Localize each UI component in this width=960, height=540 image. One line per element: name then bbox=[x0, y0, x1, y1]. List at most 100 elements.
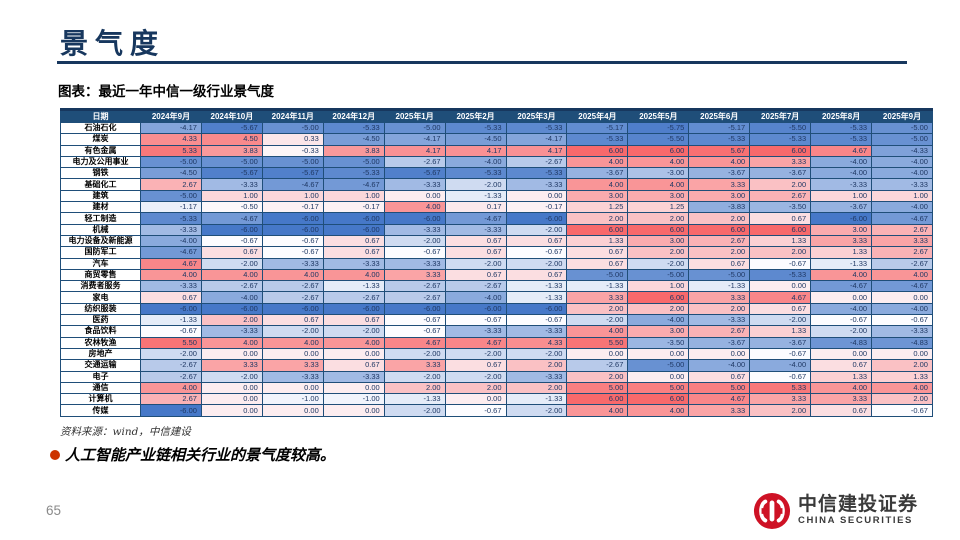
heatmap-cell: -4.50 bbox=[444, 133, 507, 146]
heatmap-cell: -4.83 bbox=[810, 336, 873, 349]
heatmap-cell: 6.00 bbox=[627, 144, 690, 157]
industry-label: 电力设备及新能源 bbox=[60, 234, 141, 248]
heatmap-cell: 4.17 bbox=[383, 144, 446, 157]
heatmap-cell: -2.00 bbox=[200, 257, 263, 270]
heatmap-cell: 1.00 bbox=[810, 189, 873, 203]
heatmap-cell: -3.33 bbox=[505, 178, 568, 191]
heatmap-cell: -0.67 bbox=[749, 370, 812, 383]
heatmap-cell: -2.00 bbox=[200, 370, 263, 383]
heatmap-cell: -0.67 bbox=[871, 314, 933, 327]
heatmap-cell: 2.00 bbox=[688, 302, 751, 316]
heatmap-cell: 4.00 bbox=[566, 325, 629, 338]
heatmap-cell: 0.00 bbox=[322, 404, 385, 417]
heatmap-cell: -0.67 bbox=[261, 246, 324, 259]
heatmap-cell: -0.67 bbox=[444, 314, 507, 327]
key-takeaway: 人工智能产业链相关行业的景气度较高。 bbox=[50, 444, 335, 465]
month-header: 2025年9月 bbox=[871, 109, 933, 123]
heatmap-cell: -5.33 bbox=[749, 268, 812, 282]
heatmap-cell: 0.67 bbox=[505, 234, 568, 248]
heatmap-cell: 0.00 bbox=[261, 404, 324, 417]
table-header-row: 日期 2024年9月 2024年10月 2024年11月 2024年12月 2025年1月… bbox=[60, 109, 933, 123]
heatmap-cell: -3.67 bbox=[810, 201, 873, 214]
heatmap-cell: 0.00 bbox=[322, 347, 385, 361]
table-row: 消费者服务 -3.33 -2.67 -2.67 -1.33 -2.67 -2.67 -1.33… bbox=[60, 280, 933, 293]
heatmap-cell: -3.67 bbox=[566, 167, 629, 180]
heatmap-cell: -2.00 bbox=[444, 178, 507, 191]
heatmap-cell: 3.33 bbox=[810, 234, 873, 248]
month-header: 2024年10月 bbox=[200, 109, 263, 123]
heatmap-cell: 4.00 bbox=[871, 268, 933, 282]
heatmap-cell: -2.67 bbox=[383, 280, 446, 293]
heatmap-cell: 4.00 bbox=[322, 268, 385, 282]
table-row: 食品饮料 -0.67 -3.33 -2.00 -2.00 -0.67 -3.33 -3.33 4… bbox=[60, 325, 933, 338]
industry-label: 通信 bbox=[60, 381, 141, 395]
heatmap-cell: -2.00 bbox=[505, 223, 568, 236]
industry-label: 医药 bbox=[60, 314, 141, 327]
heatmap-cell: 2.00 bbox=[627, 246, 690, 259]
heatmap-cell: -5.00 bbox=[322, 155, 385, 169]
table-row: 农林牧渔 5.50 4.00 4.00 4.00 4.67 4.67 4.33 5.50 -3.5… bbox=[60, 336, 933, 349]
heatmap-cell: -1.33 bbox=[322, 280, 385, 293]
heatmap-cell: 3.00 bbox=[627, 189, 690, 203]
heatmap-cell: 0.67 bbox=[444, 234, 507, 248]
table-row: 商贸零售 4.00 4.00 4.00 4.00 3.33 0.67 0.67 -5.00 -5.… bbox=[60, 268, 933, 282]
heatmap-cell: -4.67 bbox=[871, 212, 933, 225]
heatmap-cell: -5.00 bbox=[261, 121, 324, 135]
heatmap-cell: -4.17 bbox=[383, 133, 446, 146]
month-header: 2025年1月 bbox=[383, 109, 446, 123]
heatmap-cell: 0.67 bbox=[566, 257, 629, 270]
heatmap-cell: 4.17 bbox=[505, 144, 568, 157]
heatmap-cell: -2.67 bbox=[140, 359, 202, 372]
heatmap-cell: -4.00 bbox=[140, 234, 202, 248]
heatmap-cell: -3.33 bbox=[444, 223, 507, 236]
heatmap-cell: 1.00 bbox=[627, 280, 690, 293]
heatmap-cell: 0.67 bbox=[200, 246, 263, 259]
heatmap-cell: 1.33 bbox=[871, 370, 933, 383]
heatmap-cell: 1.00 bbox=[871, 189, 933, 203]
heatmap-cell: -4.00 bbox=[871, 167, 933, 180]
heatmap-cell: -2.00 bbox=[383, 347, 446, 361]
heatmap-cell: -0.67 bbox=[261, 234, 324, 248]
heatmap-cell: 2.00 bbox=[749, 404, 812, 417]
heatmap-cell: -5.00 bbox=[566, 268, 629, 282]
citic-emblem-icon bbox=[753, 492, 791, 530]
industry-label: 交通运输 bbox=[60, 359, 141, 372]
heatmap-cell: 6.00 bbox=[627, 291, 690, 304]
heatmap-cell: -4.50 bbox=[140, 167, 202, 180]
heatmap-cell: -4.00 bbox=[871, 201, 933, 214]
month-header: 2024年11月 bbox=[261, 109, 324, 123]
heatmap-cell: 3.33 bbox=[810, 393, 873, 406]
heatmap-cell: -4.67 bbox=[444, 212, 507, 225]
heatmap-cell: 2.67 bbox=[688, 234, 751, 248]
month-header: 2025年5月 bbox=[627, 109, 690, 123]
heatmap-cell: 4.00 bbox=[566, 404, 629, 417]
heatmap-cell: -2.00 bbox=[444, 347, 507, 361]
heatmap-cell: -5.33 bbox=[444, 121, 507, 135]
heatmap-cell: -0.67 bbox=[383, 314, 446, 327]
heatmap-cell: 6.00 bbox=[749, 144, 812, 157]
heatmap-cell: -6.00 bbox=[140, 302, 202, 316]
heatmap-cell: -3.33 bbox=[200, 178, 263, 191]
logo-cn-text: 中信建投证券 bbox=[798, 494, 919, 515]
heatmap-cell: -2.67 bbox=[566, 359, 629, 372]
heatmap-cell: 4.00 bbox=[200, 336, 263, 349]
heatmap-cell: 3.33 bbox=[566, 291, 629, 304]
heatmap-cell: -5.33 bbox=[140, 212, 202, 225]
heatmap-cell: -1.33 bbox=[505, 280, 568, 293]
sentiment-heatmap: 日期 2024年9月 2024年10月 2024年11月 2024年12月 2025年1月… bbox=[60, 108, 933, 417]
heatmap-cell: -0.67 bbox=[749, 347, 812, 361]
heatmap-cell: -3.33 bbox=[383, 223, 446, 236]
heatmap-cell: 4.00 bbox=[566, 178, 629, 191]
heatmap-cell: 2.00 bbox=[688, 246, 751, 259]
heatmap-cell: 4.17 bbox=[444, 144, 507, 157]
heatmap-cell: 1.33 bbox=[810, 246, 873, 259]
heatmap-cell: 1.00 bbox=[200, 189, 263, 203]
heatmap-cell: -3.67 bbox=[749, 167, 812, 180]
heatmap-cell: 0.67 bbox=[444, 246, 507, 259]
heatmap-cell: 5.00 bbox=[627, 381, 690, 395]
heatmap-cell: -5.50 bbox=[627, 133, 690, 146]
heatmap-cell: -2.67 bbox=[261, 291, 324, 304]
table-row: 机械 -3.33 -6.00 -6.00 -6.00 -3.33 -3.33 -2.00 6.0… bbox=[60, 223, 933, 236]
heatmap-cell: 2.00 bbox=[444, 381, 507, 395]
heatmap-cell: -5.33 bbox=[322, 121, 385, 135]
